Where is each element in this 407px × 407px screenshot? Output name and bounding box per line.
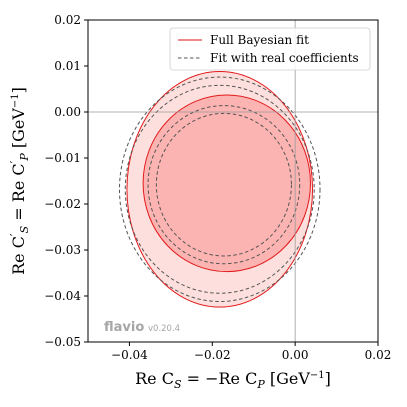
y-tick-label: 0.01 bbox=[54, 59, 81, 73]
y-tick-label: −0.04 bbox=[44, 289, 81, 303]
y-axis-label: Re C′S = Re C′P [GeV−1] bbox=[8, 87, 31, 275]
watermark-brand: flavio bbox=[104, 320, 144, 335]
y-tick-label: −0.02 bbox=[44, 197, 81, 211]
y-tick-label: −0.05 bbox=[44, 335, 81, 349]
real-contour-outer-1 bbox=[118, 76, 321, 303]
x-tick-label: −0.02 bbox=[194, 348, 231, 362]
watermark: flavio v0.20.4 bbox=[104, 320, 180, 335]
y-tick-label: 0.00 bbox=[54, 105, 81, 119]
y-tick-label: −0.01 bbox=[44, 151, 81, 165]
axis-labels: Re CS = −Re CP [GeV−1] Re C′S = Re C′P [G… bbox=[8, 87, 331, 391]
x-axis-label: Re CS = −Re CP [GeV−1] bbox=[135, 369, 331, 391]
y-tick-label: 0.02 bbox=[54, 13, 81, 27]
watermark-version: v0.20.4 bbox=[148, 324, 180, 334]
x-tick-label: 0.00 bbox=[282, 348, 309, 362]
plot-area bbox=[88, 20, 378, 342]
axes: −0.04 −0.02 0.00 0.02 −0.05 −0.04 −0.03 −0.02 −0… bbox=[44, 13, 391, 362]
real-contour-inner-1 bbox=[147, 105, 301, 265]
x-tick-label: −0.04 bbox=[111, 348, 148, 362]
x-tick-label: 0.02 bbox=[365, 348, 392, 362]
legend-label-real: Fit with real coefficients bbox=[210, 51, 359, 65]
real-contour-outer-2 bbox=[124, 84, 315, 294]
legend-box bbox=[169, 27, 371, 71]
plot-frame bbox=[87, 19, 379, 343]
bayes-contour-inner bbox=[142, 94, 311, 273]
legend: Full Bayesian fit Fit with real coefficie… bbox=[169, 27, 371, 71]
y-tick-label: −0.03 bbox=[44, 243, 81, 257]
legend-label-bayes: Full Bayesian fit bbox=[210, 33, 309, 47]
real-contour-inner-2 bbox=[155, 112, 292, 257]
